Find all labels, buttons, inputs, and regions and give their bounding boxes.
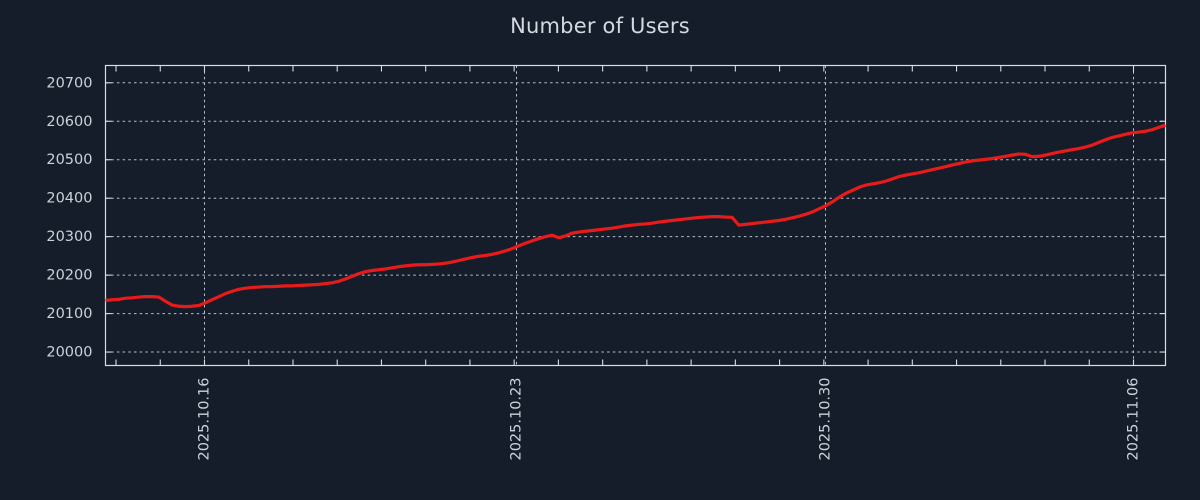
data-series-line — [105, 123, 1167, 309]
x-tick-label: 2025.10.16 — [197, 378, 213, 461]
y-tick-label: 20400 — [46, 191, 92, 207]
y-axis-labels: 20000 20100 20200 20300 20400 20500 20600 20700 — [46, 75, 92, 360]
y-tick-label: 20700 — [46, 75, 92, 91]
x-tick-label: 2025.10.30 — [818, 378, 834, 461]
y-tick-label: 20000 — [46, 345, 92, 361]
y-tick-label: 20300 — [46, 229, 92, 245]
horizontal-gridlines — [105, 82, 1166, 353]
plot-frame — [104, 64, 1167, 367]
vertical-gridlines — [204, 65, 1134, 366]
y-axis-tickmarks — [105, 82, 1166, 353]
y-tick-label: 20600 — [46, 114, 92, 130]
x-axis-tickmarks — [115, 65, 1135, 366]
chart-title: Number of Users — [510, 14, 690, 38]
y-tick-label: 20200 — [46, 268, 92, 284]
x-tick-label: 2025.11.06 — [1126, 378, 1142, 461]
y-tick-label: 20100 — [46, 306, 92, 322]
x-tick-label: 2025.10.23 — [509, 378, 525, 461]
y-tick-label: 20500 — [46, 152, 92, 168]
x-axis-labels: 2025.10.16 2025.10.23 2025.10.30 2025.11.06 — [197, 378, 1142, 461]
